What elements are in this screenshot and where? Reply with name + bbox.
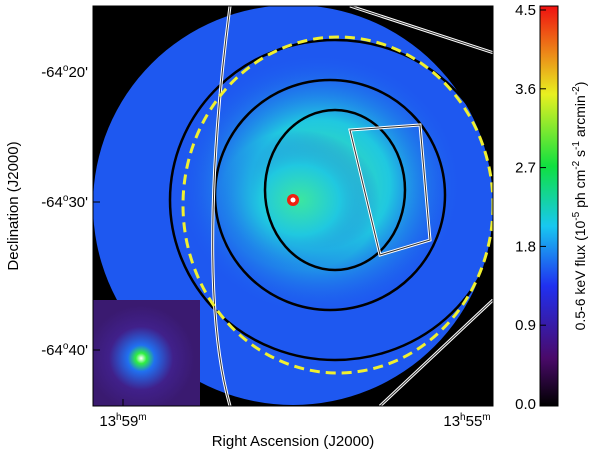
label-part: s [572, 150, 588, 161]
label-part: 40' [68, 342, 88, 359]
colorbar-title: 0.5-6 keV flux (10-5 ph cm-2 s-1 arcmin-… [571, 82, 588, 331]
superscript: h [116, 412, 122, 423]
superscript: -1 [571, 141, 582, 150]
y-tick-label: -64o30' [41, 193, 88, 211]
colorbar-tick-label: 0.9 [515, 317, 536, 334]
y-tick-label: -64o40' [41, 341, 88, 359]
superscript: m [138, 412, 146, 423]
superscript: -2 [571, 160, 582, 169]
x-axis-title: Right Ascension (J2000) [212, 433, 375, 450]
label-part: -64 [41, 64, 63, 81]
y-tick-label: -64o20' [41, 63, 88, 81]
colorbar-tick-label: 2.7 [515, 160, 536, 177]
label-part: 30' [68, 194, 88, 211]
x-tick-label: 13h55m [443, 412, 490, 430]
colorbar-tick-label: 3.6 [515, 81, 536, 98]
label-part: 59 [122, 413, 139, 430]
colorbar-tick-label: 1.8 [515, 238, 536, 255]
superscript: h [460, 412, 466, 423]
y-axis-title: Declination (J2000) [5, 141, 22, 270]
label-part: 13 [99, 413, 116, 430]
x-tick-label: 13h59m [99, 412, 146, 430]
label-part: 13 [443, 413, 460, 430]
label-part: arcmin [572, 95, 588, 141]
label-part: -64 [41, 342, 63, 359]
colorbar-tick-label: 0.0 [515, 396, 536, 413]
label-part: 55 [466, 413, 483, 430]
label-part: ph cm [572, 170, 588, 212]
superscript: -2 [571, 86, 582, 95]
superscript: o [63, 193, 69, 204]
superscript: m [482, 412, 490, 423]
label-part: ) [572, 82, 588, 87]
label-part: -64 [41, 194, 63, 211]
superscript: o [63, 341, 69, 352]
label-part: 20' [68, 64, 88, 81]
label-part: 0.5-6 keV flux (10 [572, 220, 588, 330]
colorbar-tick-label: 4.5 [515, 2, 536, 19]
image-frame [92, 5, 494, 407]
superscript: -5 [571, 211, 582, 220]
sky-image [93, 6, 493, 406]
colorbar [539, 5, 559, 407]
superscript: o [63, 63, 69, 74]
